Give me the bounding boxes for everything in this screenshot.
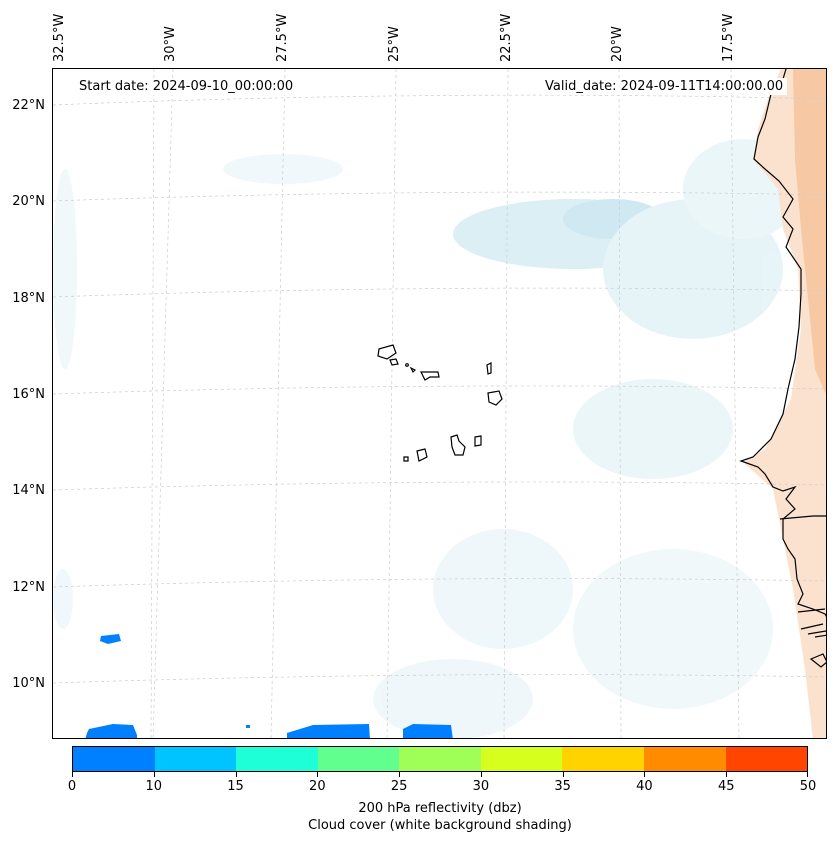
latitude-label: 16°N: [12, 387, 45, 402]
colorbar-tick-label: 25: [390, 779, 408, 794]
colorbar-tick-label: 0: [67, 779, 77, 794]
colorbar-segment: [317, 747, 400, 771]
colorbar-tick-label: 10: [145, 779, 163, 794]
colorbar-tick: [807, 772, 808, 777]
latitude-label: 18°N: [12, 291, 45, 306]
colorbar-tick-label: 35: [554, 779, 571, 794]
colorbar-segment: [236, 747, 318, 771]
colorbar-tick: [72, 772, 73, 777]
colorbar-tick-label: 15: [227, 779, 244, 794]
latitude-label: 12°N: [12, 580, 45, 595]
colorbar-tick-label: 20: [309, 779, 326, 794]
colorbar-tick: [399, 772, 401, 777]
colorbar-segment: [643, 747, 726, 771]
longitude-label: 17.5°W: [721, 13, 736, 62]
reflectivity-patches: [85, 634, 453, 738]
colorbar-segment: [399, 747, 481, 771]
longitude-label: 30°W: [163, 26, 178, 62]
longitude-label: 27.5°W: [275, 13, 290, 62]
colorbar-tick: [644, 772, 646, 777]
colorbar-tick-label: 30: [472, 779, 490, 794]
latitude-label: 20°N: [12, 194, 45, 209]
colorbar-segment: [73, 747, 155, 771]
cloud-cover-shading: [53, 139, 803, 738]
colorbar-tick-label: 40: [636, 779, 653, 794]
latitude-label: 14°N: [12, 483, 45, 498]
valid-date-label: Valid_date: 2024-09-11T14:00:00.00: [541, 78, 788, 95]
latitude-label: 22°N: [12, 98, 45, 113]
longitude-label: 22.5°W: [499, 13, 514, 62]
coastline: [739, 69, 826, 668]
cape-verde-islands: [377, 344, 503, 462]
longitude-label: 20°W: [610, 26, 625, 62]
colorbar-tick: [562, 772, 564, 777]
longitude-label: 25°W: [387, 26, 402, 62]
latitude-label: 10°N: [12, 676, 45, 691]
land-shading: [743, 69, 826, 738]
colorbar-label-cloud: Cloud cover (white background shading): [308, 818, 572, 833]
colorbar-tick: [480, 772, 482, 777]
map-panel: Start date: 2024-09-10_00:00:00 Valid_da…: [52, 68, 827, 739]
colorbar-segment: [154, 747, 237, 771]
colorbar-segment: [480, 747, 563, 771]
colorbar-segment: [562, 747, 644, 771]
colorbar-tick: [317, 772, 319, 777]
map-canvas: [53, 69, 826, 738]
colorbar-label-reflectivity: 200 hPa reflectivity (dbz): [358, 801, 522, 816]
colorbar-tick: [726, 772, 728, 777]
colorbar-tick: [235, 772, 237, 777]
colorbar-tick: [153, 772, 155, 777]
colorbar: [72, 746, 808, 772]
graticule: [53, 69, 826, 738]
colorbar-segment: [725, 747, 808, 771]
longitude-label: 32.5°W: [52, 13, 67, 62]
start-date-label: Start date: 2024-09-10_00:00:00: [75, 78, 298, 95]
colorbar-tick-label: 50: [799, 779, 817, 794]
colorbar-tick-label: 45: [717, 779, 735, 794]
